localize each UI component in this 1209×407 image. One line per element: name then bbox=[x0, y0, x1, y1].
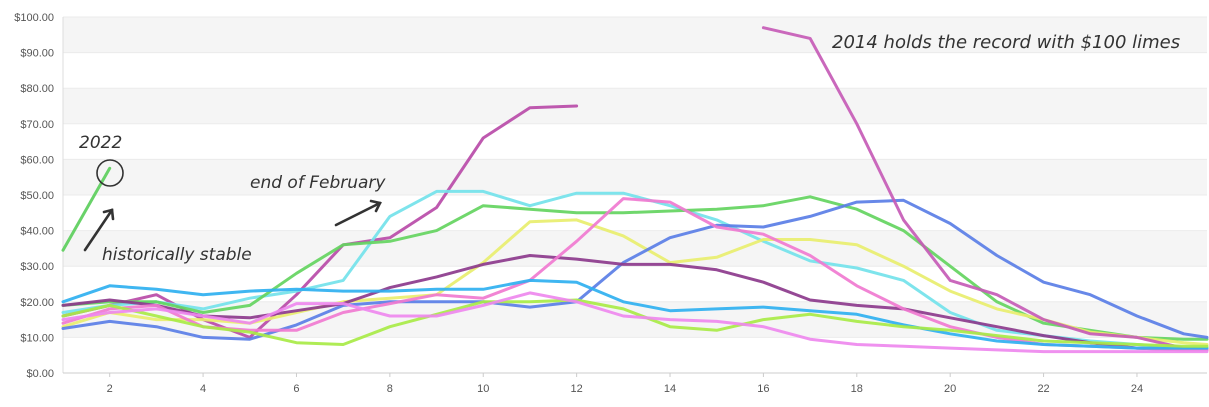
grid-band bbox=[63, 230, 1207, 267]
annotation-historically-stable: historically stable bbox=[102, 245, 252, 265]
annotation-2022-circle bbox=[96, 159, 124, 187]
x-tick-label: 6 bbox=[293, 383, 299, 395]
series-line-4 bbox=[61, 195, 1209, 341]
x-tick-label: 18 bbox=[851, 383, 863, 395]
y-tick-label: $0.00 bbox=[26, 368, 54, 380]
x-tick-label: 22 bbox=[1037, 383, 1049, 395]
annotation-record: 2014 holds the record with $100 limes bbox=[832, 32, 1180, 53]
x-tick-label: 8 bbox=[387, 383, 393, 395]
grid-band bbox=[63, 266, 1207, 302]
series-line-10 bbox=[61, 278, 1209, 350]
y-tick-label: $90.00 bbox=[20, 48, 54, 60]
x-tick-label: 2 bbox=[107, 383, 113, 395]
x-tick-label: 10 bbox=[477, 383, 489, 395]
y-axis: $0.00 $10.00 $20.00 $30.00 $40.00 $50.00 $60.0… bbox=[14, 12, 54, 380]
x-tick-label: 12 bbox=[571, 383, 583, 395]
x-tick-label: 14 bbox=[664, 383, 676, 395]
annotation-2022: 2022 bbox=[79, 133, 122, 153]
grid-band bbox=[63, 123, 1207, 160]
grid-band bbox=[63, 52, 1207, 89]
series-line-8 bbox=[761, 26, 1209, 352]
y-tick-label: $50.00 bbox=[20, 190, 54, 202]
y-tick-label: $80.00 bbox=[20, 83, 54, 95]
y-tick-label: $40.00 bbox=[20, 226, 54, 238]
grid-band bbox=[63, 88, 1207, 124]
y-tick-label: $30.00 bbox=[20, 261, 54, 273]
x-tick-label: 24 bbox=[1131, 383, 1143, 395]
y-tick-label: $100.00 bbox=[14, 12, 54, 24]
y-tick-label: $10.00 bbox=[20, 332, 54, 344]
x-tick-label: 20 bbox=[944, 383, 956, 395]
x-tick-label: 4 bbox=[200, 383, 206, 395]
y-tick-label: $70.00 bbox=[20, 119, 54, 131]
series-line-2 bbox=[61, 104, 579, 339]
grid-band bbox=[63, 17, 1207, 53]
annotation-end-of-february: end of February bbox=[250, 173, 386, 193]
series-line-12 bbox=[61, 291, 1209, 354]
y-tick-label: $60.00 bbox=[20, 154, 54, 166]
arrow-historically-stable-icon bbox=[83, 208, 115, 252]
series-lines bbox=[61, 26, 1209, 354]
series-line-1 bbox=[61, 166, 112, 252]
series-line-7 bbox=[61, 254, 1209, 352]
series-line-6 bbox=[61, 198, 1209, 341]
x-tick-label: 16 bbox=[757, 383, 769, 395]
arrow-end-of-february-icon bbox=[334, 199, 382, 227]
y-tick-label: $20.00 bbox=[20, 297, 54, 309]
grid-band bbox=[63, 159, 1207, 195]
x-axis: 2 4 6 8 10 12 14 16 18 20 22 24 bbox=[107, 373, 1143, 395]
